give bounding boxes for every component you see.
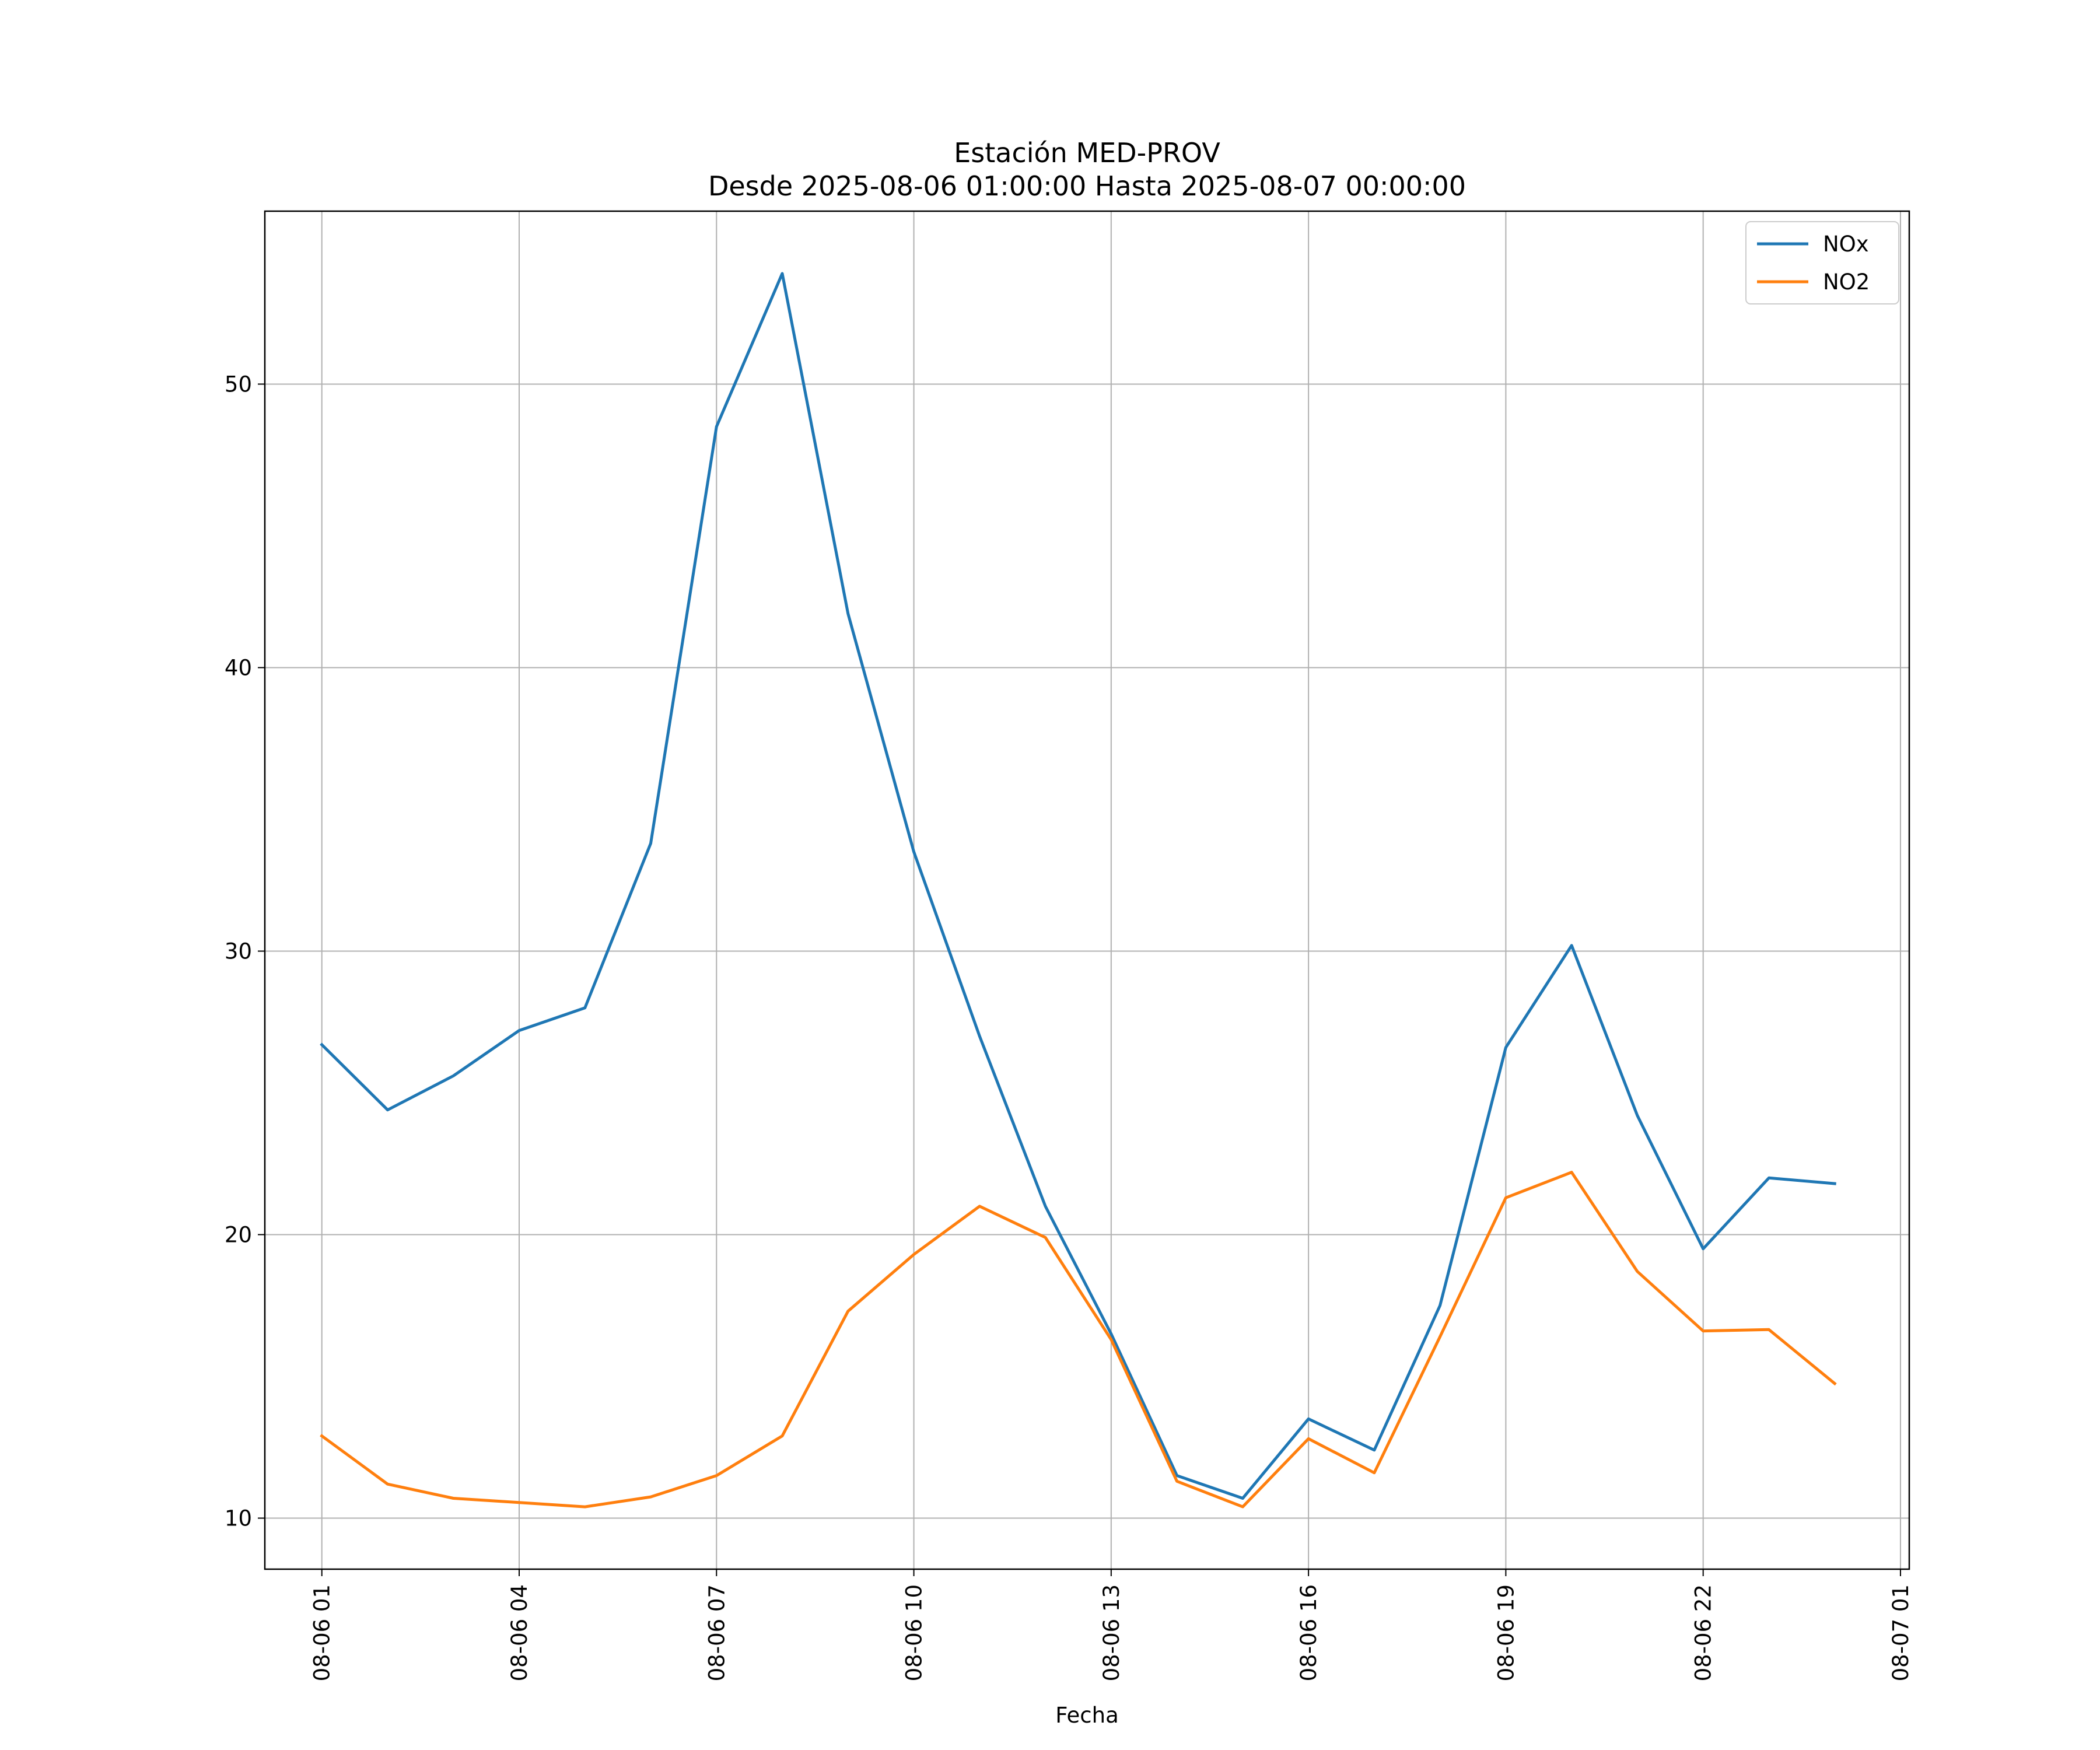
- chart-title: Estación MED-PROV: [954, 137, 1220, 169]
- x-axis-label: Fecha: [1055, 1703, 1119, 1728]
- y-tick-label: 10: [225, 1506, 252, 1531]
- series-line-no2: [320, 1171, 1837, 1508]
- axis-ticks: 08-06 01 08-06 04 08-06 07 08-06 10 08-06 13…: [225, 372, 1913, 1681]
- y-tick-label: 30: [225, 939, 252, 964]
- x-tick-label: 08-06 13: [1099, 1584, 1124, 1681]
- plot-area-frame: [264, 210, 1910, 1570]
- x-tick-label: 08-06 19: [1493, 1584, 1518, 1681]
- legend-label-no2: NO2: [1823, 270, 1870, 295]
- grid: [265, 211, 1909, 1569]
- x-tick-label: 08-06 22: [1691, 1584, 1716, 1681]
- y-tick-label: 50: [225, 372, 252, 397]
- x-tick-label: 08-06 07: [704, 1584, 729, 1681]
- chart-subtitle: Desde 2025-08-06 01:00:00 Hasta 2025-08-…: [708, 170, 1466, 202]
- legend: NOx NO2: [1745, 221, 1899, 304]
- x-tick-label: 08-06 04: [507, 1584, 532, 1681]
- x-tick-label: 08-06 10: [902, 1584, 927, 1681]
- legend-label-nox: NOx: [1823, 232, 1869, 257]
- legend-box: [1745, 221, 1899, 304]
- y-tick-label: 40: [225, 655, 252, 680]
- x-tick-label: 08-06 16: [1296, 1584, 1321, 1681]
- y-tick-label: 20: [225, 1223, 252, 1248]
- x-tick-label: 08-07 01: [1888, 1584, 1913, 1681]
- series-line-nox: [320, 272, 1836, 1500]
- series-lines: [320, 272, 1837, 1508]
- x-tick-label: 08-06 01: [310, 1584, 335, 1681]
